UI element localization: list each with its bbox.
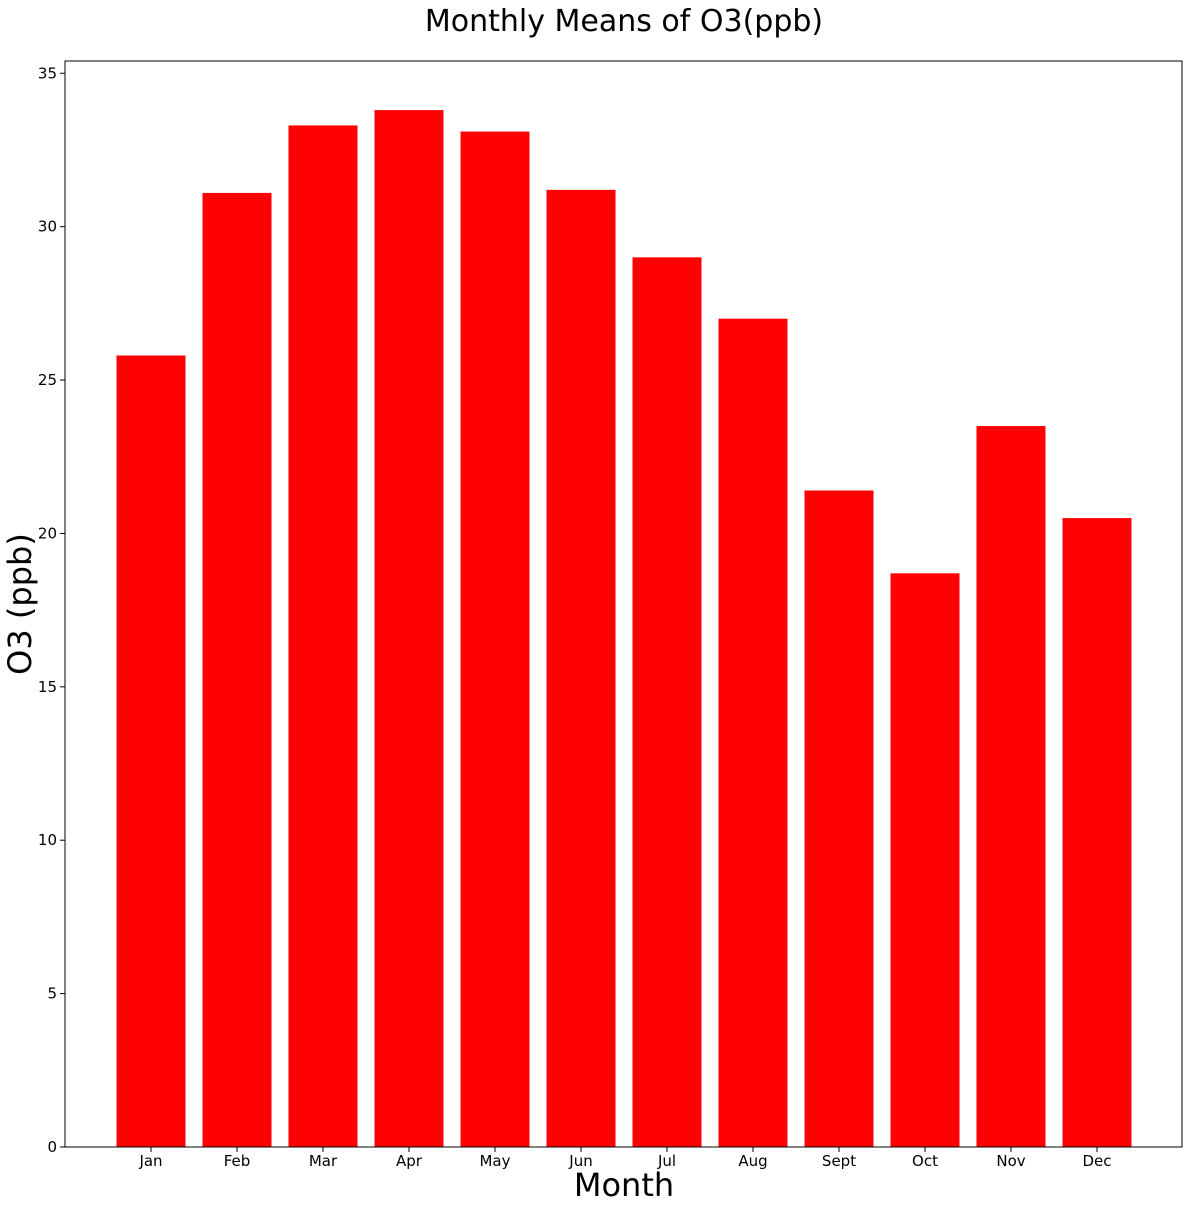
bar-dec (1062, 518, 1132, 1147)
x-tick-label: Apr (396, 1152, 423, 1170)
x-tick-label: Mar (309, 1152, 338, 1170)
x-axis: Jan Feb Mar Apr May Jun Jul Aug Sept Oct Nov Dec (138, 1147, 1112, 1170)
plot-area (116, 110, 1132, 1148)
bar-oct (890, 573, 960, 1147)
x-tick-label: Nov (996, 1152, 1025, 1170)
bar-jan (116, 355, 186, 1147)
x-axis-label: Month (574, 1166, 674, 1204)
x-tick-label: Aug (738, 1152, 767, 1170)
y-tick-label: 5 (47, 985, 57, 1003)
y-tick-label: 0 (47, 1138, 57, 1156)
y-tick-label: 15 (38, 678, 57, 696)
chart-title: Monthly Means of O3(ppb) (425, 4, 823, 39)
x-tick-label: Feb (224, 1152, 251, 1170)
y-axis-label: O3 (ppb) (1, 533, 39, 675)
x-tick-label: Jan (138, 1152, 162, 1170)
bar-mar (288, 125, 358, 1148)
y-axis: 0 5 10 15 20 25 30 35 (38, 64, 65, 1156)
y-tick-label: 10 (38, 831, 57, 849)
bar-may (460, 131, 530, 1147)
bar-jul (632, 257, 702, 1147)
x-tick-label: Dec (1082, 1152, 1111, 1170)
y-tick-label: 25 (38, 371, 57, 389)
y-tick-label: 35 (38, 64, 57, 82)
x-tick-label: Jun (568, 1152, 592, 1170)
x-tick-label: Jul (657, 1152, 676, 1170)
x-tick-label: Sept (822, 1152, 856, 1170)
bar-feb (202, 192, 272, 1147)
plot-frame (64, 60, 1183, 1148)
bar-jun (546, 189, 616, 1147)
bar-nov (976, 426, 1046, 1147)
y-tick-label: 30 (38, 218, 57, 236)
bar-aug (718, 318, 788, 1147)
bar-apr (374, 110, 444, 1148)
x-tick-label: Oct (912, 1152, 938, 1170)
bar-sept (804, 490, 874, 1147)
x-tick-label: May (479, 1152, 510, 1170)
y-tick-label: 20 (38, 524, 57, 542)
